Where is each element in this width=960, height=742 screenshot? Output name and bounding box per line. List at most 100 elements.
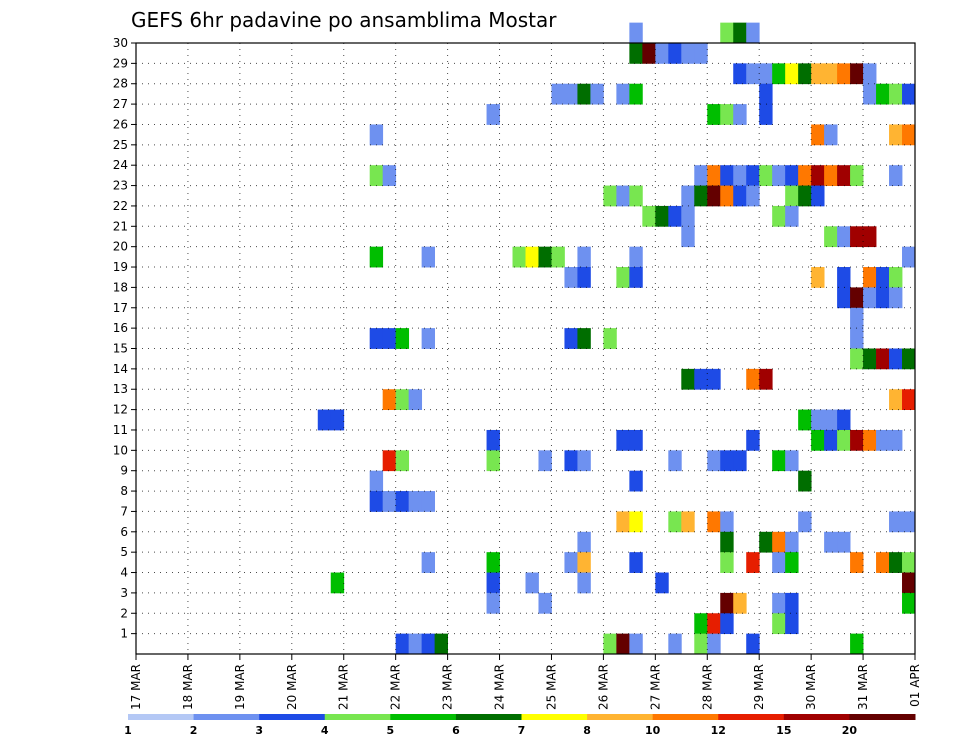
x-axis: 17 MAR 18 MAR 19 MAR 20 MAR 21 MAR 22 MAR 23 M… xyxy=(129,654,922,710)
data-cell xyxy=(876,429,890,451)
data-cell xyxy=(616,429,630,451)
data-cell xyxy=(746,165,760,186)
data-cell xyxy=(746,368,760,390)
data-cell xyxy=(837,429,851,451)
legend-label: 12 xyxy=(711,724,726,737)
data-cell xyxy=(408,633,423,655)
data-cell xyxy=(395,633,410,655)
y-tick-label: 3 xyxy=(120,586,128,600)
data-cell xyxy=(421,491,436,512)
data-cell xyxy=(369,246,384,268)
data-cell xyxy=(590,83,604,105)
data-cell xyxy=(720,165,734,186)
data-cell xyxy=(421,246,436,268)
data-cell xyxy=(889,552,903,573)
data-cell xyxy=(837,531,851,553)
data-cell xyxy=(486,592,500,614)
data-cell xyxy=(681,226,695,248)
data-cell xyxy=(759,368,773,390)
data-cell xyxy=(824,409,838,431)
data-cell xyxy=(629,43,643,64)
x-tick-label: 18 MAR xyxy=(181,664,195,710)
data-cell xyxy=(616,633,630,655)
x-tick-label: 24 MAR xyxy=(493,664,507,710)
chart-title: GEFS 6hr padavine po ansamblima Mostar xyxy=(131,8,557,32)
data-cell xyxy=(330,409,345,431)
y-tick-label: 7 xyxy=(120,504,128,518)
y-tick-label: 5 xyxy=(120,545,128,559)
x-tick-label: 23 MAR xyxy=(441,664,455,710)
data-cell xyxy=(395,328,410,349)
data-cell xyxy=(707,450,721,472)
data-cell xyxy=(395,450,410,472)
data-cell xyxy=(382,389,397,410)
data-cell xyxy=(746,552,760,573)
data-cell xyxy=(421,633,436,655)
data-cell xyxy=(863,348,877,370)
data-cell xyxy=(642,205,656,227)
y-tick-label: 4 xyxy=(120,566,128,580)
data-cell xyxy=(889,165,903,186)
data-cell xyxy=(668,43,682,64)
data-cell xyxy=(772,552,786,573)
data-cell xyxy=(369,328,384,349)
data-cell xyxy=(850,552,864,573)
data-cell xyxy=(720,22,734,44)
data-cell xyxy=(902,572,916,594)
data-cell xyxy=(317,409,332,431)
data-cell xyxy=(616,83,630,105)
data-cell xyxy=(668,205,682,227)
legend-swatch xyxy=(128,714,195,720)
data-cell xyxy=(733,22,747,44)
data-cell xyxy=(733,450,747,472)
data-cell xyxy=(564,328,578,349)
data-cell xyxy=(785,531,799,553)
data-cell xyxy=(720,613,734,635)
legend-label: 2 xyxy=(190,724,198,737)
data-cell xyxy=(811,429,825,451)
data-cell xyxy=(772,63,786,85)
data-cell xyxy=(902,348,916,370)
data-cell xyxy=(382,491,397,512)
data-cell xyxy=(837,409,851,431)
data-cell xyxy=(655,205,669,227)
data-cell xyxy=(668,633,682,655)
data-cell xyxy=(694,368,708,390)
data-cell xyxy=(785,552,799,573)
legend-label: 7 xyxy=(518,724,526,737)
data-cell xyxy=(681,205,695,227)
data-cell xyxy=(421,328,436,349)
data-cell xyxy=(629,633,643,655)
data-cell xyxy=(798,511,812,533)
data-cell xyxy=(811,409,825,431)
data-cell xyxy=(889,267,903,288)
data-cell xyxy=(668,511,682,533)
x-tick-label: 29 MAR xyxy=(752,664,766,710)
data-cell xyxy=(720,592,734,614)
data-cell xyxy=(772,613,786,635)
data-cell xyxy=(707,633,721,655)
data-cell xyxy=(837,226,851,248)
data-cell xyxy=(421,552,436,573)
data-cell xyxy=(889,389,903,410)
data-cell xyxy=(863,287,877,309)
data-cell xyxy=(811,165,825,186)
legend-swatch xyxy=(652,714,719,720)
data-cell xyxy=(850,328,864,349)
data-cell xyxy=(850,348,864,370)
data-cell xyxy=(876,83,890,105)
data-cell xyxy=(681,43,695,64)
data-cell xyxy=(837,63,851,85)
data-cell xyxy=(837,165,851,186)
data-cell xyxy=(785,63,799,85)
data-cell xyxy=(863,267,877,288)
legend-label: 5 xyxy=(387,724,395,737)
data-cell xyxy=(395,491,410,512)
data-cell xyxy=(707,165,721,186)
legend-label: 3 xyxy=(255,724,263,737)
data-cell xyxy=(889,124,903,146)
data-cell xyxy=(577,572,591,594)
data-cell xyxy=(772,592,786,614)
data-cell xyxy=(785,450,799,472)
data-cell xyxy=(863,83,877,105)
